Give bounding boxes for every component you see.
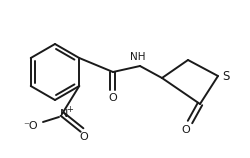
- Text: S: S: [222, 70, 229, 82]
- Text: O: O: [79, 132, 88, 142]
- Text: NH: NH: [130, 52, 145, 62]
- Text: O: O: [181, 125, 190, 135]
- Text: N: N: [60, 109, 68, 119]
- Text: +: +: [66, 104, 73, 113]
- Text: O: O: [108, 93, 117, 103]
- Text: ⁻O: ⁻O: [24, 121, 38, 131]
